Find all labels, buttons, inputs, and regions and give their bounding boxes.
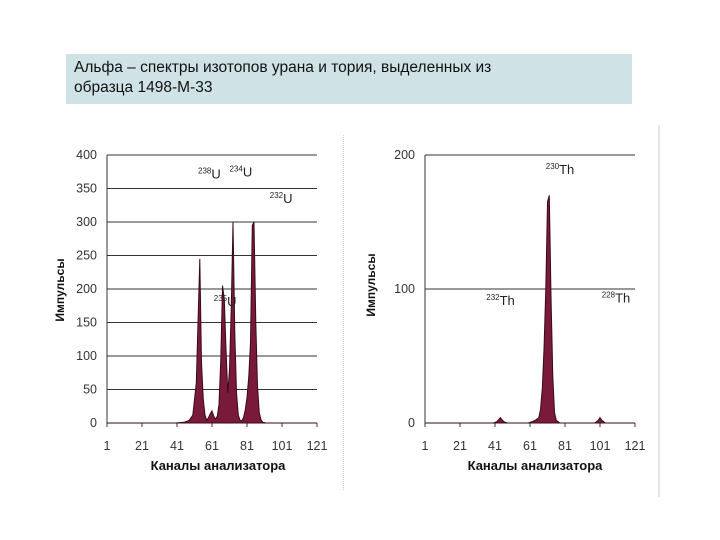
- u-y-axis-label: Импульсы: [53, 258, 67, 321]
- u-x-tick-label-121: 121: [307, 439, 328, 453]
- u-y-tick-label-200: 200: [76, 282, 97, 296]
- th-x-tick-label-61: 61: [523, 439, 537, 453]
- u-series-area-0: [107, 221, 317, 424]
- th-y-axis-label: Импульсы: [364, 253, 378, 316]
- th-y-tick-label-0: 0: [408, 416, 415, 430]
- u-x-axis-label: Каналы анализатора: [151, 458, 287, 473]
- th-x-tick-label-101: 101: [590, 439, 611, 453]
- u-isotope-label-235U: 235U: [214, 294, 237, 309]
- isotope-symbol: Th: [615, 290, 630, 305]
- th-x-axis-label: Каналы анализатора: [468, 458, 604, 473]
- u-y-tick-label-250: 250: [76, 249, 97, 263]
- u-x-tick-label-101: 101: [272, 439, 293, 453]
- u-y-tick-label-0: 0: [90, 416, 97, 430]
- isotope-mass-number: 230: [546, 162, 560, 171]
- u-y-tick-label-400: 400: [76, 148, 97, 162]
- u-x-tick-label-41: 41: [170, 439, 184, 453]
- u-x-tick-label-61: 61: [205, 439, 219, 453]
- th-y-tick-label-100: 100: [394, 282, 415, 296]
- title-box: Альфа – спектры изотопов урана и тория, …: [66, 54, 632, 104]
- isotope-mass-number: 235: [214, 294, 228, 303]
- th-isotope-label-232Th: 232Th: [486, 293, 515, 308]
- th-isotope-label-228Th: 228Th: [602, 290, 631, 305]
- isotope-mass-number: 228: [602, 290, 616, 299]
- isotope-symbol: U: [211, 166, 220, 181]
- isotope-symbol: Th: [500, 293, 515, 308]
- page-edge-divider: [658, 125, 660, 497]
- isotope-symbol: U: [283, 191, 292, 206]
- th-series-area-0: [425, 195, 635, 424]
- u-y-tick-label-150: 150: [76, 316, 97, 330]
- th-x-tick-label-1: 1: [422, 439, 429, 453]
- th-x-tick-label-21: 21: [453, 439, 467, 453]
- title-line1: Альфа – спектры изотопов урана и тория, …: [74, 59, 492, 76]
- th-isotope-label-230Th: 230Th: [546, 162, 575, 177]
- th-x-tick-label-81: 81: [558, 439, 572, 453]
- isotope-mass-number: 234: [230, 164, 244, 173]
- th-x-tick-label-41: 41: [488, 439, 502, 453]
- u-y-tick-label-300: 300: [76, 215, 97, 229]
- isotope-mass-number: 232: [270, 191, 284, 200]
- chart-divider: [343, 135, 345, 490]
- u-isotope-label-234U: 234U: [230, 164, 253, 179]
- u-isotope-label-238U: 238U: [198, 166, 221, 181]
- isotope-symbol: U: [227, 294, 236, 309]
- u-isotope-label-232U: 232U: [270, 191, 293, 206]
- isotope-mass-number: 238: [198, 166, 212, 175]
- u-x-tick-label-21: 21: [135, 439, 149, 453]
- u-y-tick-label-350: 350: [76, 182, 97, 196]
- isotope-symbol: Th: [559, 162, 574, 177]
- u-y-tick-label-50: 50: [83, 383, 97, 397]
- th-x-tick-label-121: 121: [625, 439, 646, 453]
- title-line2: образца 1498-М-33: [74, 79, 213, 96]
- th-y-tick-label-200: 200: [394, 148, 415, 162]
- u-x-tick-label-1: 1: [104, 439, 111, 453]
- isotope-mass-number: 232: [486, 293, 500, 302]
- isotope-symbol: U: [243, 164, 252, 179]
- u-y-tick-label-100: 100: [76, 349, 97, 363]
- u-x-tick-label-81: 81: [240, 439, 254, 453]
